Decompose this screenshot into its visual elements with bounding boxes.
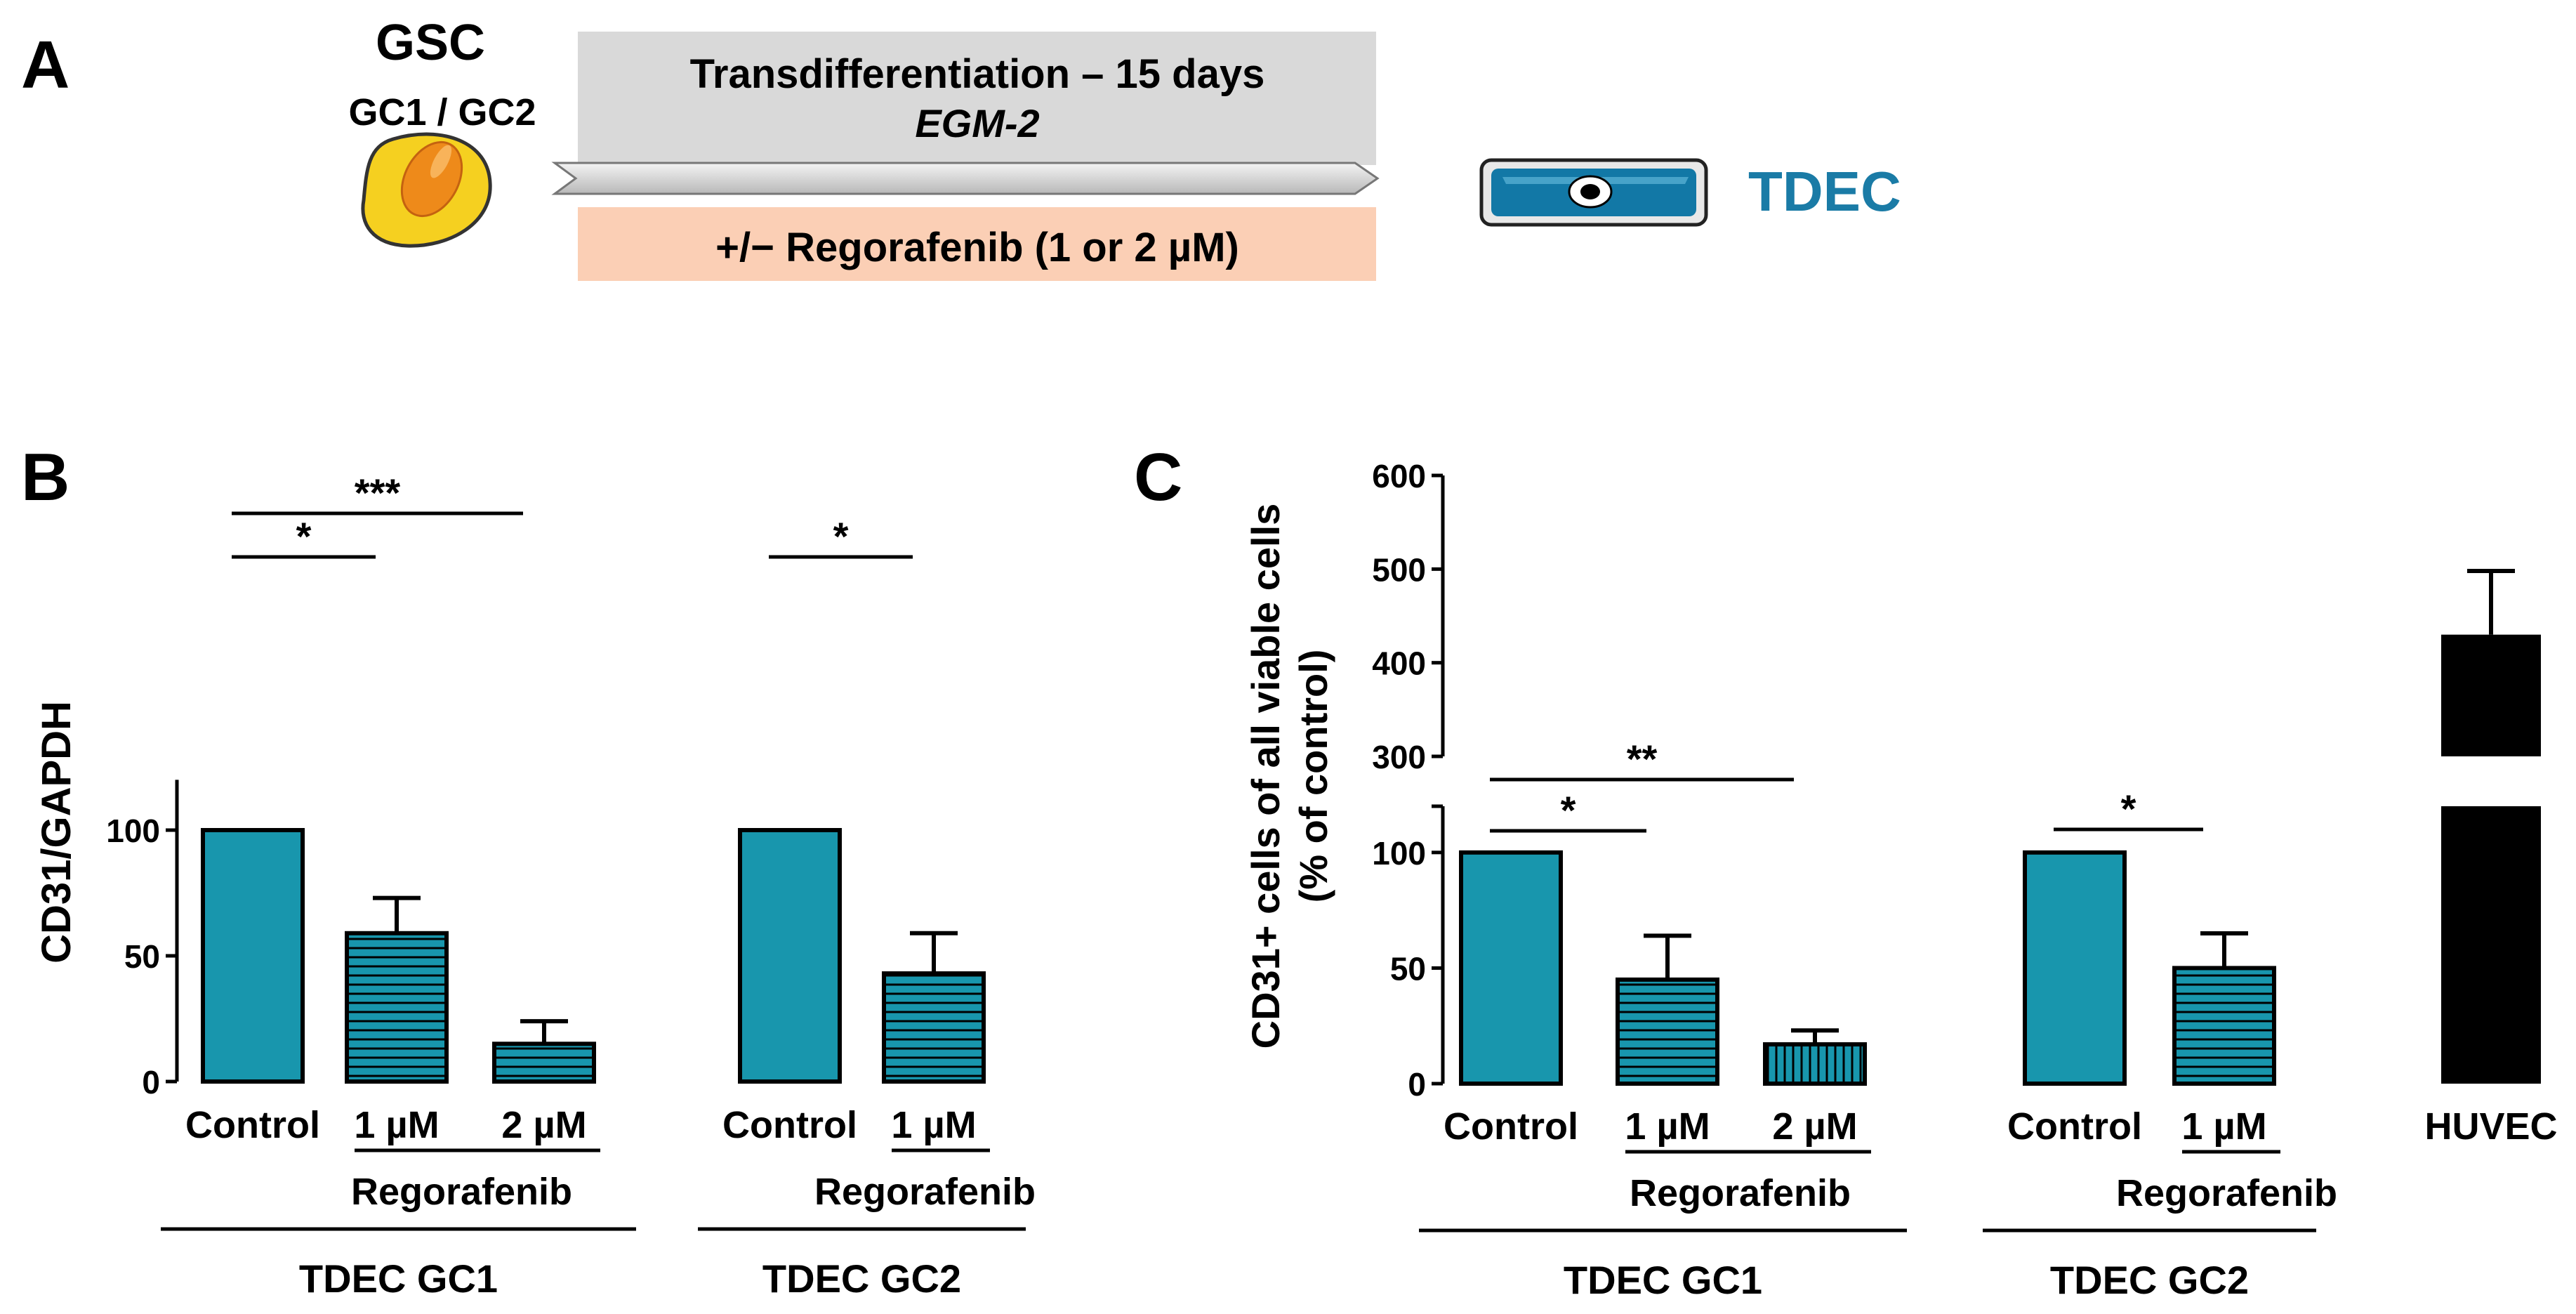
bar [2023, 850, 2127, 1086]
panel-b-axes: 0 50 100 [106, 780, 179, 1101]
y-tick-label: 50 [1390, 950, 1426, 987]
bar [1459, 850, 1563, 1086]
panel-b-labels: Control 1 µM 2 µM Regorafenib TDEC GC1 Contro… [161, 471, 1036, 1301]
y-tick-label: 600 [1372, 458, 1426, 494]
egm2-label: EGM-2 [915, 101, 1039, 145]
x-tick-label: Control [185, 1104, 320, 1146]
panel-a: A GSC GC1 / GC2 Transdifferentiation – 1… [21, 15, 1901, 281]
x-tick-label: 1 µM [354, 1104, 439, 1146]
panel-b-y-axis-label: CD31/GAPDH [34, 701, 79, 964]
group-label: TDEC GC1 [1564, 1258, 1762, 1302]
bar [345, 931, 449, 1084]
gsc-subtitle: GC1 / GC2 [348, 91, 536, 133]
treatment-label: Regorafenib [1630, 1172, 1851, 1214]
bar [1763, 1042, 1867, 1086]
significance-label: * [296, 514, 312, 558]
transdifferentiation-box [578, 32, 1376, 165]
panel-c-axes: 0 50 100 300 400 500 600 [1372, 458, 1445, 1103]
bar-lower-segment [2441, 806, 2541, 1084]
bar [1616, 977, 1719, 1086]
group-label: TDEC GC2 [762, 1256, 961, 1301]
y-tick-label: 400 [1372, 645, 1426, 682]
y-tick-label: 300 [1372, 739, 1426, 775]
x-tick-label: 1 µM [891, 1104, 976, 1146]
panel-c-labels: Control 1 µM 2 µM Regorafenib TDEC GC1 Contro… [1419, 737, 2558, 1302]
panel-b-bars [201, 828, 986, 1084]
bar [492, 1042, 596, 1084]
treatment-label: Regorafenib [814, 1171, 1036, 1213]
panel-c-label: C [1134, 440, 1182, 515]
y-tick-label: 50 [124, 938, 160, 975]
panel-c-y-axis-label-line2: (% of control) [1291, 650, 1335, 903]
y-tick-label: 0 [142, 1064, 160, 1101]
panel-a-label: A [21, 27, 70, 103]
x-tick-label: Control [2007, 1105, 2142, 1148]
tdec-label: TDEC [1748, 160, 1901, 223]
tdec-cell-icon [1479, 158, 1708, 227]
regorafenib-box-label: +/− Regorafenib (1 or 2 µM) [715, 225, 1239, 270]
x-tick-label: 2 µM [1772, 1105, 1857, 1148]
panel-c: C CD31+ cells of all viable cells (% of … [1134, 440, 2558, 1302]
panel-c-bars [1459, 569, 2541, 1086]
panel-c-y-axis-label-line1: CD31+ cells of all viable cells [1243, 504, 1288, 1049]
transdifferentiation-label: Transdifferentiation – 15 days [690, 51, 1265, 97]
significance-label: * [1561, 788, 1576, 832]
bar [882, 971, 986, 1084]
bar [738, 828, 842, 1084]
y-tick-label: 100 [1372, 835, 1426, 872]
group-label: TDEC GC1 [299, 1256, 498, 1301]
bar [201, 828, 305, 1084]
treatment-label: Regorafenib [2116, 1172, 2337, 1214]
significance-label: ** [1627, 737, 1658, 781]
panel-b-label: B [21, 440, 70, 515]
x-tick-label: Control [722, 1104, 857, 1146]
gsc-cell-icon [361, 132, 492, 248]
significance-label: * [833, 514, 849, 558]
arrow-icon [551, 162, 1380, 195]
panel-b: B CD31/GAPDH 0 50 100 Control 1 µM 2 µM Regor… [21, 440, 1036, 1301]
gsc-title: GSC [376, 15, 485, 71]
x-tick-label: 2 µM [501, 1104, 586, 1146]
x-tick-label: HUVEC [2424, 1105, 2557, 1148]
y-tick-label: 500 [1372, 551, 1426, 588]
x-tick-label: 1 µM [2181, 1105, 2266, 1148]
bar [2441, 634, 2541, 756]
group-label: TDEC GC2 [2050, 1258, 2249, 1302]
significance-label: * [2121, 787, 2136, 831]
x-tick-label: 1 µM [1625, 1105, 1710, 1148]
x-tick-label: Control [1444, 1105, 1578, 1148]
significance-label: *** [355, 471, 401, 515]
bar [2172, 966, 2276, 1086]
regorafenib-box [578, 207, 1376, 281]
y-tick-label: 0 [1408, 1066, 1426, 1103]
y-tick-label: 100 [106, 813, 160, 849]
treatment-label: Regorafenib [351, 1171, 572, 1213]
